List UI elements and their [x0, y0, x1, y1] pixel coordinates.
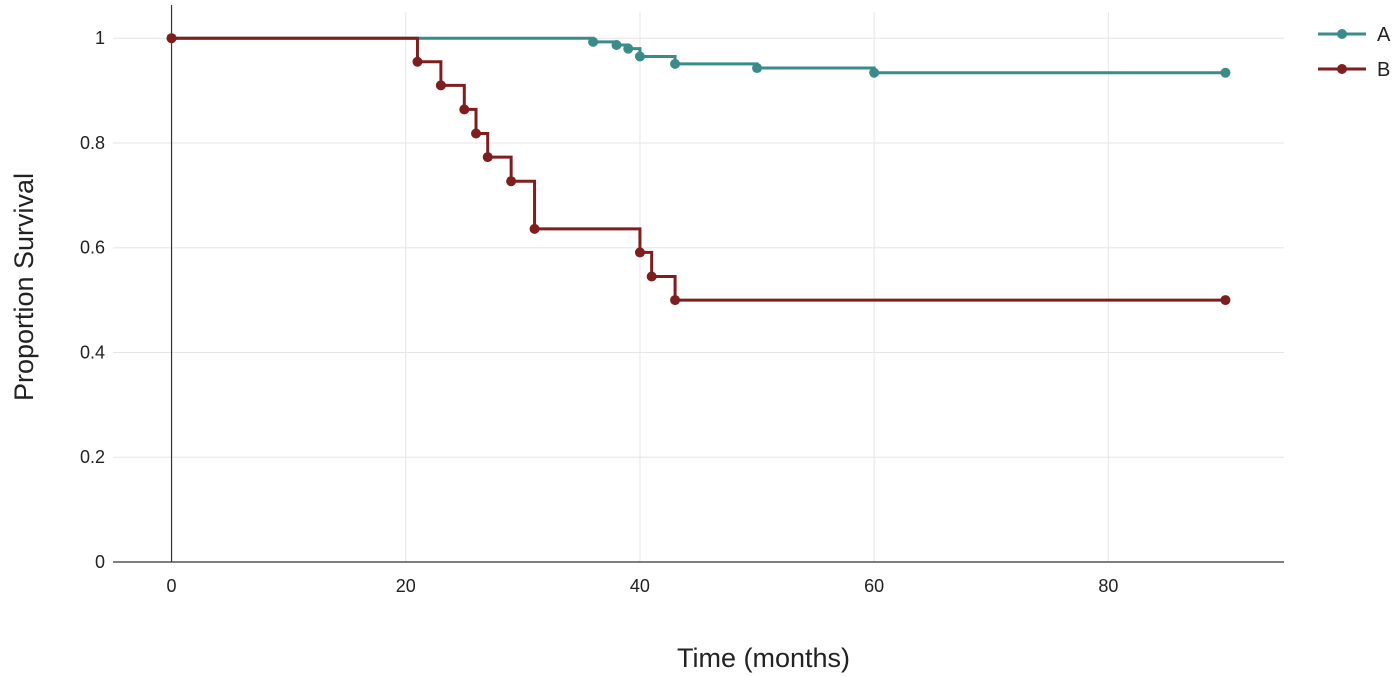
series-line-B	[171, 36, 1226, 302]
data-point	[529, 223, 540, 234]
y-tick-label: 0.2	[80, 447, 105, 467]
y-tick-label: 0	[95, 552, 105, 572]
data-point	[646, 271, 657, 282]
data-point	[482, 152, 493, 163]
legend-item-A: A	[1318, 24, 1391, 46]
legend-swatch-marker	[1337, 64, 1347, 74]
series-B	[166, 33, 1231, 306]
data-point	[623, 43, 634, 54]
data-point	[412, 56, 423, 67]
data-point	[1220, 295, 1231, 306]
data-point	[471, 128, 482, 139]
y-tick-label: 0.6	[80, 238, 105, 258]
y-tick-label: 1	[95, 28, 105, 48]
data-point	[588, 36, 599, 47]
legend-label: A	[1377, 24, 1391, 46]
data-point	[1220, 67, 1231, 78]
x-tick-label: 0	[167, 576, 177, 596]
x-tick-label: 80	[1098, 576, 1118, 596]
grid	[113, 12, 1284, 562]
data-point	[670, 295, 681, 306]
legend-swatch-marker	[1337, 29, 1347, 39]
data-point	[752, 63, 763, 74]
y-tick-label: 0.4	[80, 342, 105, 362]
x-tick-label: 40	[630, 576, 650, 596]
data-point	[634, 51, 645, 62]
legend-label: B	[1377, 59, 1390, 81]
data-point	[611, 40, 622, 50]
series-line-A	[171, 36, 1226, 75]
data-point	[869, 67, 880, 78]
data-point	[634, 247, 645, 258]
axes: 0 20 40 60 80 0 0.2 0.4 0.6 0.8 1	[80, 5, 1284, 596]
data-point	[670, 58, 681, 69]
x-tick-label: 20	[396, 576, 416, 596]
x-tick-label: 60	[864, 576, 884, 596]
data-point	[435, 80, 446, 91]
y-tick-label: 0.8	[80, 133, 105, 153]
data-point	[166, 33, 177, 44]
series-A	[166, 33, 1231, 78]
data-point	[506, 176, 517, 187]
y-axis-title: Proportion Survival	[9, 173, 39, 401]
legend: AB	[1318, 24, 1391, 81]
x-axis-title: Time (months)	[677, 643, 850, 673]
series	[166, 33, 1231, 306]
legend-item-B: B	[1318, 59, 1390, 81]
data-point	[459, 104, 470, 115]
